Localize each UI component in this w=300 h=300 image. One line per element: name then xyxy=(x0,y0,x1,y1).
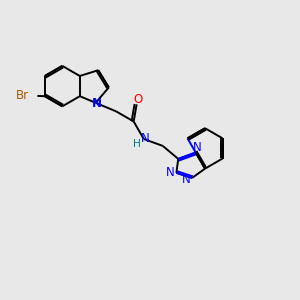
Text: N: N xyxy=(193,141,202,154)
Text: Br: Br xyxy=(16,89,29,102)
Text: N: N xyxy=(182,173,190,186)
Text: O: O xyxy=(134,93,143,106)
Text: N: N xyxy=(166,166,175,179)
Text: N: N xyxy=(141,133,149,146)
Text: N: N xyxy=(92,97,102,110)
Text: H: H xyxy=(133,139,141,149)
